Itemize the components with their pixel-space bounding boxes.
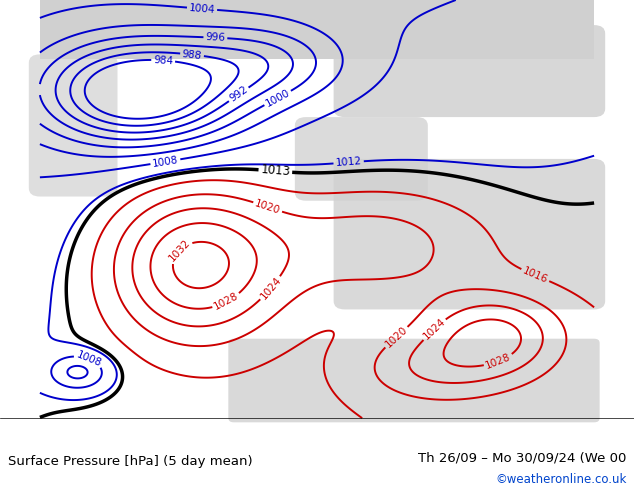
Text: 1024: 1024 bbox=[258, 275, 283, 301]
Text: 1028: 1028 bbox=[212, 291, 240, 312]
FancyBboxPatch shape bbox=[333, 25, 605, 117]
Text: 1012: 1012 bbox=[335, 156, 362, 168]
Text: Th 26/09 – Mo 30/09/24 (We 00: Th 26/09 – Mo 30/09/24 (We 00 bbox=[418, 452, 626, 465]
Text: ©weatheronline.co.uk: ©weatheronline.co.uk bbox=[495, 473, 626, 486]
Text: 1013: 1013 bbox=[260, 163, 290, 179]
Text: 1020: 1020 bbox=[254, 198, 281, 216]
FancyBboxPatch shape bbox=[228, 339, 600, 422]
Text: Surface Pressure [hPa] (5 day mean): Surface Pressure [hPa] (5 day mean) bbox=[8, 455, 252, 467]
Ellipse shape bbox=[223, 42, 267, 58]
Text: 1004: 1004 bbox=[188, 3, 216, 15]
Text: 988: 988 bbox=[181, 49, 202, 61]
Text: 992: 992 bbox=[228, 85, 250, 104]
Text: 996: 996 bbox=[205, 32, 226, 43]
Text: 1016: 1016 bbox=[521, 266, 549, 285]
Text: 1008: 1008 bbox=[75, 349, 103, 368]
FancyBboxPatch shape bbox=[295, 117, 428, 201]
Text: 1028: 1028 bbox=[484, 352, 512, 370]
Text: 1032: 1032 bbox=[167, 238, 192, 264]
Bar bbox=[40, 0, 594, 58]
Text: 1008: 1008 bbox=[152, 155, 179, 169]
Text: 984: 984 bbox=[153, 55, 174, 66]
FancyBboxPatch shape bbox=[333, 159, 605, 309]
FancyBboxPatch shape bbox=[29, 54, 117, 196]
Text: 1000: 1000 bbox=[264, 87, 292, 109]
Text: 1020: 1020 bbox=[384, 324, 410, 350]
Text: 1024: 1024 bbox=[421, 317, 447, 342]
